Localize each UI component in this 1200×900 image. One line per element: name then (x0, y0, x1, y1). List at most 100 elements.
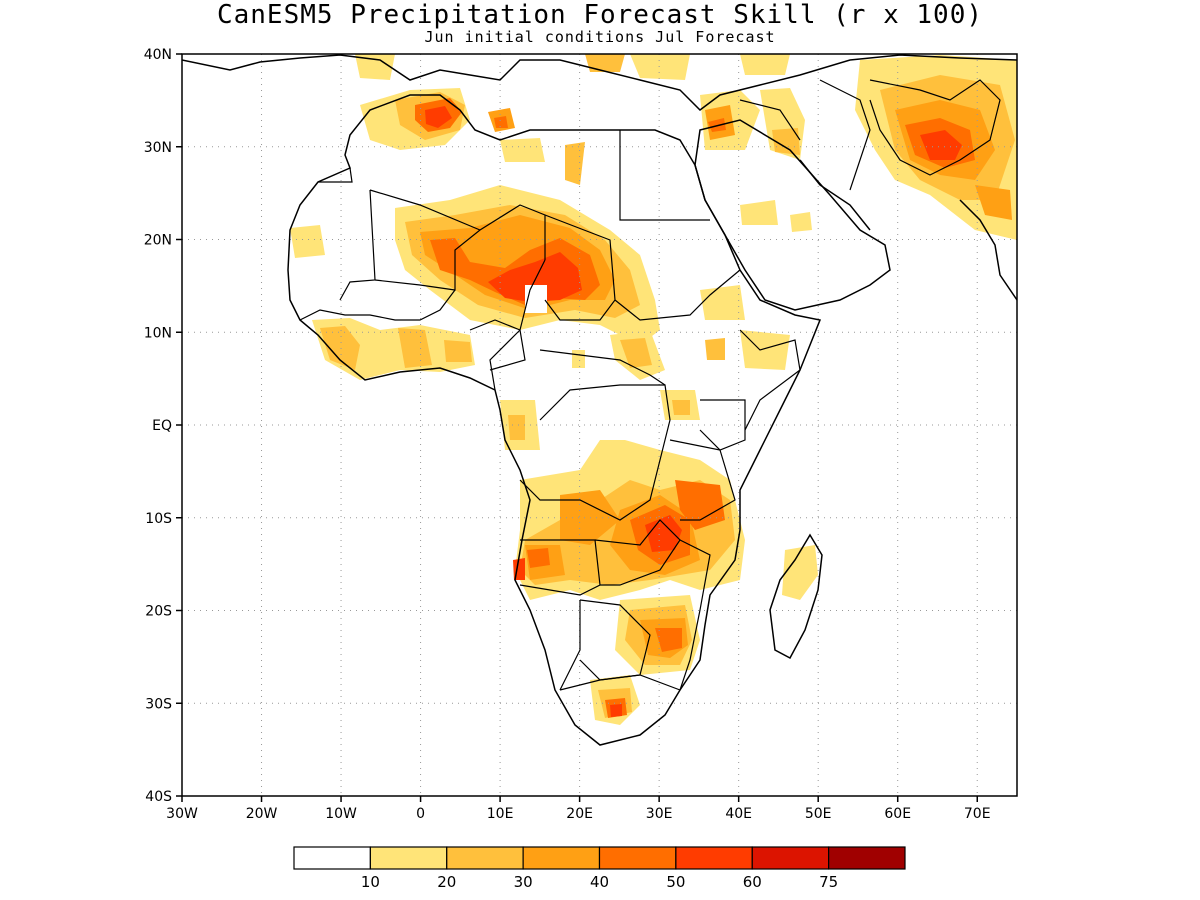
shade-ethiopia-20 (700, 285, 745, 320)
shade-mediterranean-20 (355, 54, 395, 80)
lat-tick-label: 40N (144, 47, 172, 63)
africa-coastline (287, 94, 822, 746)
lon-tick-label: 10E (487, 806, 514, 822)
shade-sudan-30 (620, 338, 652, 368)
skill-shading-layer (290, 54, 1017, 725)
lon-tick-label: 50E (805, 806, 832, 822)
shade-angola-50 (527, 548, 550, 568)
shade-asia-60 (920, 130, 962, 160)
colorbar-swatch (522, 846, 601, 870)
lon-tick-label: 30E (646, 806, 673, 822)
lon-tick-label: 40E (725, 806, 752, 822)
colorbar-label: 20 (437, 873, 456, 891)
colorbar-label: 40 (590, 873, 609, 891)
colorbar-swatch (446, 846, 524, 870)
shade-greatlakes-30 (672, 400, 690, 415)
border-libya-egypt (619, 130, 710, 221)
shade-ethiopia-20b (740, 330, 790, 370)
lon-tick-label: 20W (246, 806, 278, 822)
gridlines (182, 54, 1017, 796)
border-ethiopia-somalia (739, 329, 801, 431)
shade-mediterranean-30 (585, 54, 625, 72)
lat-tick-label: 20S (145, 604, 172, 620)
shade-arabia-20 (740, 200, 778, 225)
border-sudan-south (614, 269, 741, 321)
lon-tick-label: 10W (325, 806, 357, 822)
shade-arabia-20b (790, 212, 812, 232)
border-westafrica (299, 289, 456, 321)
border-southafrica (559, 674, 681, 691)
shade-algeria-60 (425, 106, 452, 128)
shade-ethiopia-30 (705, 338, 725, 360)
shade-mediterranean-20c (740, 54, 790, 75)
border-nigeria (469, 319, 526, 371)
border-west-sahara (318, 167, 353, 183)
border-mali-niger (374, 204, 546, 291)
border-iran (819, 79, 871, 191)
persian-gulf-coastline (799, 159, 871, 231)
madagascar-coastline (769, 533, 823, 660)
border-afghanistan (869, 79, 1001, 176)
lat-tick-label: 30N (144, 140, 172, 156)
lat-tick-label: 20N (144, 233, 172, 249)
lat-tick-label: 10N (144, 325, 172, 341)
shade-libya-30 (565, 142, 585, 185)
shade-congo-30 (508, 415, 525, 440)
border-kenya (699, 399, 746, 451)
shade-westafrica-30 (320, 326, 360, 370)
lat-tick-label: 40S (145, 789, 172, 805)
colorbar-label: 50 (666, 873, 685, 891)
shade-malawi-60 (645, 515, 682, 552)
colorbar-swatch (369, 846, 448, 870)
border-iraq (739, 99, 801, 141)
shade-madagascar-20 (782, 545, 818, 600)
lon-tick-label: 70E (964, 806, 991, 822)
lon-tick-label: 20E (566, 806, 593, 822)
shade-senegal-20 (290, 225, 325, 258)
colorbar-swatch (828, 846, 906, 870)
shade-tanzania-50 (675, 480, 725, 530)
border-drc (519, 384, 671, 521)
lon-tick-label: 0 (416, 806, 425, 822)
colorbar: 10 20 30 40 50 60 75 (293, 846, 906, 891)
lon-tick-label: 30W (166, 806, 198, 822)
shade-zimbabwe-50 (655, 628, 682, 652)
lat-tick-label: 10S (145, 511, 172, 527)
shade-westafrica-30b (398, 328, 432, 368)
lon-axis-labels: 30W 20W 10W 0 10E 20E 30E 40E 50E 60E 70E (166, 806, 990, 822)
border-mauritania-mali (339, 189, 376, 301)
axis-ticks (176, 53, 978, 802)
shade-india-30 (975, 185, 1012, 220)
map-title: CanESM5 Precipitation Forecast Skill (r … (216, 0, 984, 30)
shade-sahel-gap (525, 285, 547, 313)
shade-sahel-60 (488, 252, 582, 302)
eurasia-coastline-north (182, 54, 1017, 111)
border-botswana (579, 599, 651, 681)
shade-tunisia-50 (494, 116, 508, 128)
border-mozambique (679, 539, 711, 691)
map-subtitle: Jun initial conditions Jul Forecast (424, 28, 776, 46)
india-coastline (959, 199, 1017, 301)
shade-car-20 (572, 350, 585, 368)
colorbar-label: 10 (361, 873, 380, 891)
border-tanzania (669, 439, 736, 521)
lon-tick-label: 60E (884, 806, 911, 822)
country-borders (299, 79, 1001, 691)
shade-southafrica-60 (610, 704, 622, 717)
colorbar-label: 60 (743, 873, 762, 891)
colorbar-label: 75 (819, 873, 838, 891)
lat-tick-label: 30S (145, 696, 172, 712)
shade-iran-30 (772, 128, 800, 155)
colorbar-swatch (675, 846, 753, 870)
coastlines (182, 54, 1017, 746)
lat-tick-label: EQ (152, 418, 172, 434)
border-chad-sudan (544, 214, 616, 321)
shade-westafrica-30c (444, 340, 472, 362)
colorbar-swatch (293, 846, 371, 870)
colorbar-swatch (751, 846, 830, 870)
border-car (539, 349, 666, 386)
colorbar-swatch (598, 846, 677, 870)
shade-libya-20 (500, 138, 545, 162)
colorbar-label: 30 (514, 873, 533, 891)
